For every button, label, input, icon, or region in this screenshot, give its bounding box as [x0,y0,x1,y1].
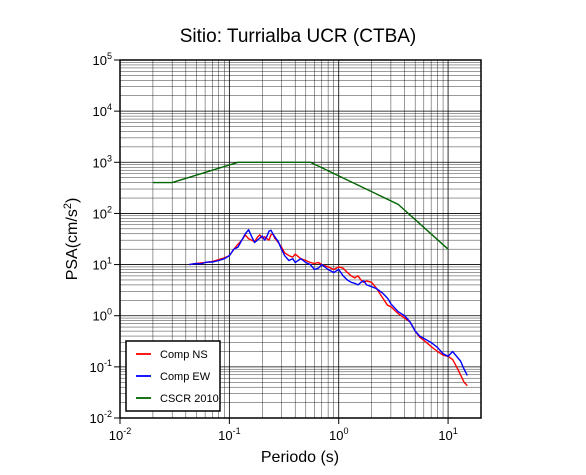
y-tick-label: 100 [93,307,112,324]
plot-frame [119,59,482,419]
x-axis-title: Periodo (s) [261,449,339,466]
x-tick-label-base: 10 [218,428,232,443]
y-tick-label-base: 10 [90,411,104,426]
series-line-2 [189,228,468,376]
y-axis-title: PSA(cm/s2) [62,198,81,281]
y-tick-label-exponent: 5 [107,51,112,61]
y-tick-label: 104 [93,102,112,119]
legend-label: Comp NS [160,349,208,361]
chart-title: Sitio: Turrialba UCR (CTBA) [180,26,417,47]
y-tick-label-exponent: -2 [104,409,112,419]
y-tick-label-base: 10 [93,155,107,170]
y-axis-title-superscript: 2 [62,203,74,209]
y-tick-label-exponent: 4 [107,102,112,112]
series-lines [152,161,468,387]
y-tick-label-base: 10 [93,258,107,273]
y-axis-title-close: ) [64,198,81,203]
legend-label: Comp EW [160,371,211,383]
y-tick-label: 103 [93,153,112,170]
y-tick-label-base: 10 [93,206,107,221]
y-tick-label-base: 10 [93,53,107,68]
x-tick-label-exponent: 0 [343,426,348,436]
y-tick-label: 10-1 [90,358,112,375]
x-tick-label-base: 10 [109,428,123,443]
x-tick-label-base: 10 [438,428,452,443]
y-tick-label: 105 [93,51,112,68]
x-axis: 10-2 10-1 100 101 [109,418,458,443]
series-line-3 [152,161,449,250]
y-tick-label-exponent: 0 [107,307,112,317]
legend-label: CSCR 2010 [160,393,219,405]
y-tick-label-exponent: 3 [107,153,112,163]
x-tick-label-base: 10 [329,428,343,443]
y-tick-label-base: 10 [90,360,104,375]
legend: Comp NS Comp EW CSCR 2010 [125,340,221,412]
x-tick-label-exponent: -2 [123,426,131,436]
y-tick-label: 101 [93,256,112,273]
x-tick-label-exponent: -1 [233,426,241,436]
x-tick-label: 100 [329,426,348,443]
y-tick-label-exponent: 1 [107,256,112,266]
y-tick-label-base: 10 [93,104,107,119]
y-tick-label-exponent: 2 [107,204,112,214]
y-tick-label: 10-2 [90,409,112,426]
y-tick-label: 102 [93,204,112,221]
y-axis-title-main: PSA(cm/s [64,209,81,280]
x-tick-label: 101 [438,426,457,443]
y-tick-label-exponent: -1 [104,358,112,368]
x-tick-label-exponent: 1 [453,426,458,436]
x-tick-label: 10-1 [218,426,240,443]
y-tick-label-base: 10 [93,309,107,324]
x-tick-label: 10-2 [109,426,131,443]
